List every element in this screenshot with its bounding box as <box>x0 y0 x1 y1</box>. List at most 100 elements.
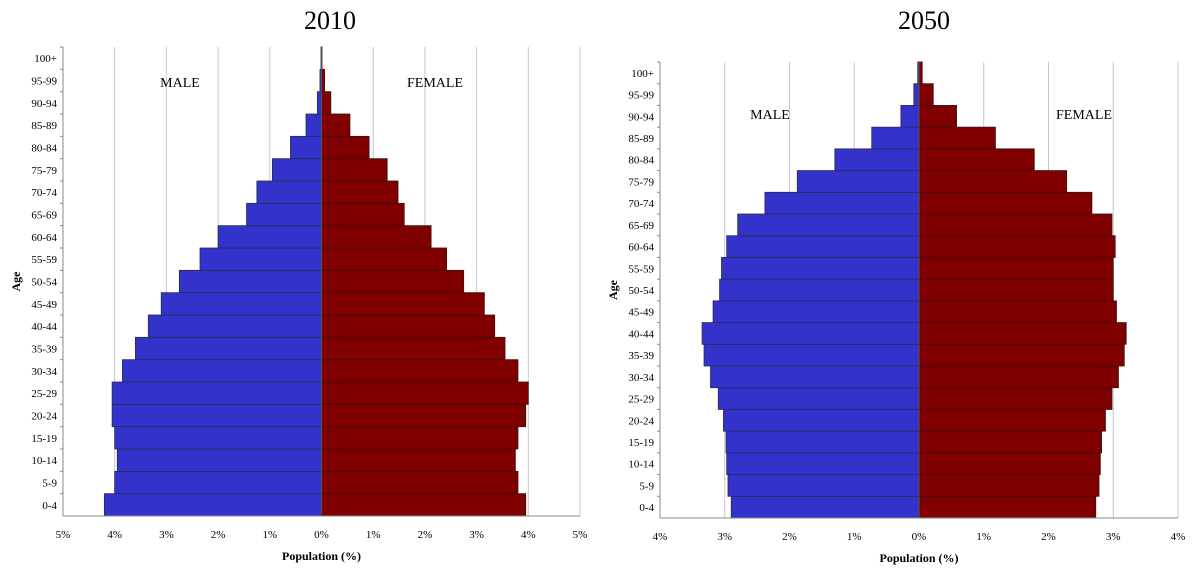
x-tick-label: 1% <box>262 529 277 541</box>
bar-female <box>321 158 388 182</box>
bar-female <box>321 359 519 383</box>
bar-male <box>725 430 920 454</box>
y-tick-label: 80-84 <box>31 143 57 155</box>
x-tick-label: 3% <box>717 531 732 543</box>
bar-female <box>321 202 405 227</box>
bar-male <box>717 387 920 410</box>
x-tick-label: 4% <box>521 529 536 541</box>
bar-male <box>737 213 920 237</box>
y-tick-label: 15-19 <box>628 437 654 449</box>
bar-female <box>321 269 465 294</box>
pyramid-plot-2050: 4% 3% 2% 1% 0% 1% 2% 3% 4% 0-4 5-9 10-14 15-19 20-24 2… <box>606 61 1186 565</box>
bar-male <box>134 336 322 361</box>
y-tick-label: 60-64 <box>31 232 57 244</box>
bar-male <box>271 158 322 182</box>
bar-female <box>321 426 519 450</box>
bar-male <box>147 314 322 338</box>
bar-male <box>256 180 322 204</box>
bar-female <box>918 126 996 150</box>
bar-male <box>764 191 920 215</box>
bar-female <box>918 170 1068 193</box>
female-label: FEMALE <box>407 76 463 91</box>
bar-female <box>918 409 1106 432</box>
x-tick-label: 5% <box>56 529 71 541</box>
x-tick-label: 2% <box>418 529 433 541</box>
bar-female <box>918 322 1127 345</box>
chart-title: 2010 <box>304 6 356 35</box>
bar-female <box>918 300 1117 323</box>
bar-female <box>321 381 529 405</box>
y-tick-label: 55-59 <box>628 263 654 275</box>
x-tick-label: 1% <box>847 531 862 543</box>
y-tick-label: 40-44 <box>628 328 654 340</box>
bar-male <box>719 278 920 302</box>
bar-male <box>723 409 920 432</box>
y-tick-label: 0-4 <box>42 500 57 512</box>
bar-female <box>321 493 527 517</box>
bar-female <box>918 474 1100 497</box>
bar-female <box>321 336 506 361</box>
bar-female <box>321 314 496 338</box>
bar-male <box>122 359 322 383</box>
bar-female <box>918 83 934 106</box>
bar-male <box>290 135 322 160</box>
pyramid-chart-2010: 2010 5% 4% 3% 2% 1% 0% 1% 2% 3% 4% 5% 0-4 5-9 10-14 15… <box>0 0 590 575</box>
bar-female <box>918 430 1102 454</box>
bar-female <box>918 495 1097 519</box>
pyramid-plot-2010: 5% 4% 3% 2% 1% 0% 1% 2% 3% 4% 5% 0-4 5-9 10-14 15-19 20… <box>9 46 588 563</box>
bar-male <box>116 448 322 472</box>
bar-male <box>111 403 322 428</box>
bar-female <box>918 191 1093 215</box>
x-tick-label: 1% <box>976 531 991 543</box>
bar-male <box>217 225 322 249</box>
bar-female <box>321 403 527 428</box>
bar-female <box>321 292 485 316</box>
y-tick-label: 65-69 <box>628 220 654 232</box>
bar-male <box>160 292 322 316</box>
x-tick-label: 4% <box>107 529 122 541</box>
y-tick-label: 95-99 <box>31 76 57 88</box>
x-tick-label: 4% <box>653 531 668 543</box>
y-tick-label: 5-9 <box>639 480 654 492</box>
bar-female <box>918 235 1116 258</box>
bar-female <box>918 257 1114 280</box>
bar-female <box>321 247 448 271</box>
bar-male <box>712 300 920 323</box>
y-tick-label: 25-29 <box>628 394 654 406</box>
y-tick-label: 70-74 <box>628 198 654 210</box>
y-tick-label: 5-9 <box>42 478 57 490</box>
y-tick-label: 85-89 <box>31 120 57 132</box>
y-tick-label: 20-24 <box>31 411 57 423</box>
x-tick-label: 4% <box>1171 531 1186 543</box>
bar-male <box>727 474 920 497</box>
y-tick-label: 100+ <box>34 53 57 65</box>
y-tick-label: 50-54 <box>31 277 57 289</box>
bar-female <box>321 448 516 472</box>
bar-male <box>726 452 920 475</box>
bar-female <box>918 387 1113 410</box>
y-tick-label: 70-74 <box>31 187 57 199</box>
y-tick-label: 75-79 <box>628 176 654 188</box>
y-tick-label: 85-89 <box>628 133 654 145</box>
bar-male <box>871 126 920 150</box>
x-tick-label: 5% <box>573 529 588 541</box>
y-tick-label: 30-34 <box>31 366 57 378</box>
y-tick-label: 80-84 <box>628 155 654 167</box>
x-axis-label: Population (%) <box>879 551 958 565</box>
bar-male <box>710 365 920 389</box>
chart-title: 2050 <box>898 6 950 35</box>
y-tick-label: 75-79 <box>31 165 57 177</box>
y-tick-label: 15-19 <box>31 433 57 445</box>
bar-female <box>321 113 351 137</box>
y-tick-label: 35-39 <box>628 350 654 362</box>
x-axis-label: Population (%) <box>282 549 361 563</box>
bar-male <box>703 343 920 367</box>
bar-male <box>199 247 322 271</box>
bar-female <box>321 180 399 204</box>
y-tick-label: 45-49 <box>31 299 57 311</box>
x-tick-label: 2% <box>782 531 797 543</box>
x-tick-label: 3% <box>159 529 174 541</box>
bar-male <box>721 257 920 280</box>
y-axis-label: Age <box>9 271 23 292</box>
male-label: MALE <box>160 76 200 91</box>
